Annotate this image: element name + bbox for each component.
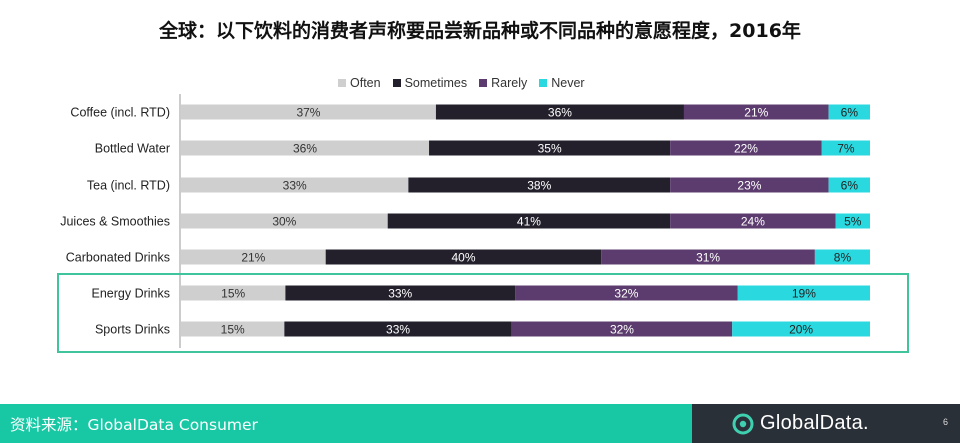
data-label: 30% [272, 215, 296, 229]
bar-segment [814, 249, 870, 265]
data-label: 6% [841, 106, 859, 120]
data-label: 15% [221, 287, 245, 301]
legend-item-sometimes: Sometimes [392, 76, 468, 90]
category-label: Sports Drinks [95, 323, 170, 337]
legend-item-often: Often [338, 76, 381, 90]
data-label: 40% [451, 251, 475, 265]
data-label: 37% [296, 106, 320, 120]
legend-swatch-often [338, 79, 346, 87]
bar-segment [670, 140, 822, 156]
legend-swatch-never [539, 79, 548, 87]
bar-segment [601, 249, 815, 265]
bar-segment [181, 104, 436, 120]
chart-title: 全球：以下饮料的消费者声称要品尝新品种或不同品种的意愿程度，2016年 [159, 20, 801, 42]
data-label: 33% [388, 287, 412, 301]
bar-segment [511, 321, 733, 337]
bar-segment [828, 177, 870, 193]
bar-segment [821, 140, 870, 156]
data-label: 23% [737, 179, 761, 193]
data-label: 21% [744, 106, 768, 120]
bar-segment [737, 285, 870, 301]
page-number: 6 [942, 417, 948, 427]
data-label: 21% [241, 251, 265, 265]
bar-segment [387, 213, 671, 229]
data-label: 32% [614, 287, 638, 301]
brand-name: GlobalData. [760, 412, 869, 434]
bar-segment [732, 321, 870, 337]
bar-segment [181, 177, 409, 193]
data-label: 33% [283, 179, 307, 193]
legend-swatch-sometimes [392, 79, 401, 87]
legend-label-never: Never [551, 76, 585, 90]
bar-segment [670, 177, 829, 193]
bar-segment [181, 249, 326, 265]
data-label: 15% [221, 323, 245, 337]
data-label: 7% [837, 142, 855, 156]
bar-segment [683, 104, 829, 120]
bar-segment [284, 321, 512, 337]
category-label: Tea (incl. RTD) [87, 179, 170, 193]
data-label: 24% [741, 215, 765, 229]
data-label: 41% [517, 215, 541, 229]
data-label: 32% [610, 323, 634, 337]
bar-segment [181, 321, 285, 337]
data-label: 35% [538, 142, 562, 156]
data-label: 8% [834, 251, 852, 265]
bar-segment [408, 177, 671, 193]
data-label: 19% [792, 287, 816, 301]
bar-segment [835, 213, 870, 229]
legend: Often Sometimes Rarely Never [338, 76, 585, 90]
data-label: 31% [696, 251, 720, 265]
data-label: 36% [293, 142, 317, 156]
bar-segment [181, 213, 388, 229]
bar-segment [325, 249, 602, 265]
legend-swatch-rarely [479, 79, 488, 87]
data-label: 6% [841, 179, 859, 193]
stacked-bar-chart: Coffee (incl. RTD) 37% 36% 21% 6% Bottled Wat… [60, 94, 870, 348]
data-label: 38% [527, 179, 551, 193]
bar-segment [515, 285, 738, 301]
legend-item-rarely: Rarely [479, 76, 527, 90]
highlight-box [57, 273, 909, 353]
data-label: 22% [734, 142, 758, 156]
bar-segment [670, 213, 836, 229]
bar-segment [828, 104, 870, 120]
category-label: Juices & Smoothies [60, 215, 170, 229]
category-label: Energy Drinks [92, 287, 171, 301]
data-label: 5% [844, 215, 862, 229]
legend-label-often: Often [350, 76, 381, 90]
legend-label-sometimes: Sometimes [404, 76, 468, 90]
bar-segment [285, 285, 516, 301]
legend-item-never: Never [539, 76, 585, 90]
bar-segment [181, 140, 430, 156]
data-label: 36% [548, 106, 572, 120]
category-label: Bottled Water [95, 142, 170, 156]
legend-label-rarely: Rarely [491, 76, 528, 90]
bar-segment [429, 140, 671, 156]
bar-segment [435, 104, 684, 120]
source-note: 资料来源：GlobalData Consumer [10, 415, 258, 434]
footer-brand-bar: GlobalData. 6 [692, 404, 960, 443]
data-label: 33% [386, 323, 410, 337]
category-label: Carbonated Drinks [66, 251, 170, 265]
category-label: Coffee (incl. RTD) [70, 106, 170, 120]
footer-source-bar: 资料来源：GlobalData Consumer [0, 404, 692, 443]
bar-segment [181, 285, 286, 301]
data-label: 20% [789, 323, 813, 337]
globaldata-logo-icon [732, 413, 754, 434]
